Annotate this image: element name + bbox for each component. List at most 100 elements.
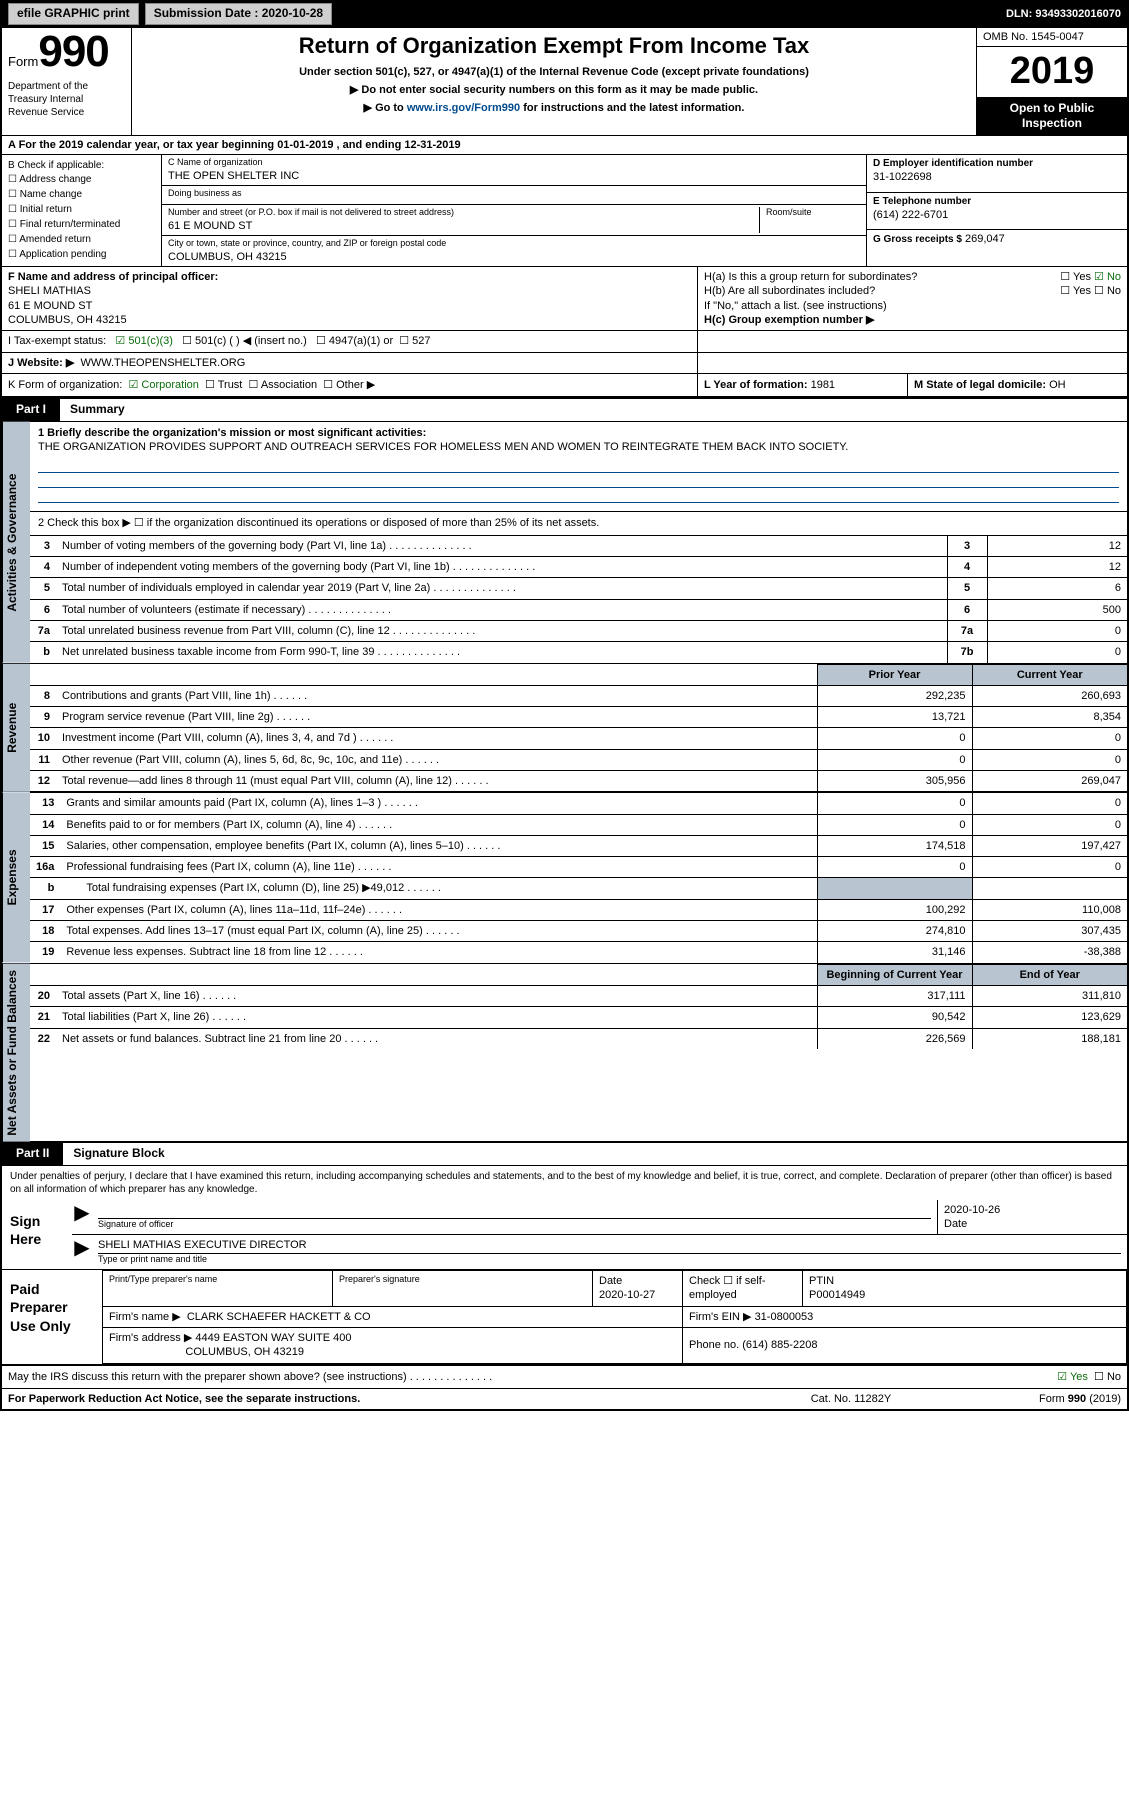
prep-phone-cell: Phone no. (614) 885-2208 — [683, 1328, 1127, 1364]
part-1-tab: Part I — [2, 399, 60, 421]
room-label: Room/suite — [766, 207, 860, 219]
form-body: Form990 Department of the Treasury Inter… — [0, 28, 1129, 1411]
section-b-to-g: B Check if applicable: Address change Na… — [2, 155, 1127, 267]
section-m: M State of legal domicile: OH — [907, 374, 1127, 396]
dba-cell: Doing business as — [162, 186, 866, 205]
goto-pre: Go to — [375, 102, 407, 114]
gross-cell: G Gross receipts $ 269,047 — [867, 230, 1127, 266]
section-net-assets: Net Assets or Fund Balances Beginning of… — [2, 963, 1127, 1142]
table-row: 4Number of independent voting members of… — [30, 557, 1127, 578]
sig-officer-label: Signature of officer — [98, 1219, 931, 1231]
prep-name-label: Print/Type preparer's name — [103, 1271, 333, 1307]
check-final-return[interactable]: Final return/terminated — [8, 217, 155, 232]
col-b-lead: B Check if applicable: — [8, 159, 155, 172]
revenue-table: Prior Year Current Year 8Contributions a… — [30, 664, 1127, 792]
ein-cell: D Employer identification number 31-1022… — [867, 155, 1127, 192]
city-cell: City or town, state or province, country… — [162, 236, 866, 266]
h-b-yes[interactable]: Yes — [1060, 285, 1091, 297]
org-name: THE OPEN SHELTER INC — [168, 169, 860, 183]
table-row: 7aTotal unrelated business revenue from … — [30, 620, 1127, 641]
form-word: Form — [8, 54, 38, 69]
prep-sig-label: Preparer's signature — [333, 1271, 593, 1307]
check-initial-return[interactable]: Initial return — [8, 202, 155, 217]
sig-name: SHELI MATHIAS EXECUTIVE DIRECTOR — [98, 1238, 1121, 1254]
sig-name-label: Type or print name and title — [98, 1254, 1121, 1266]
column-c: C Name of organization THE OPEN SHELTER … — [162, 155, 867, 266]
f-name: SHELI MATHIAS — [8, 284, 691, 298]
section-l: L Year of formation: 1981 — [697, 374, 907, 396]
paid-preparer-label: Paid Preparer Use Only — [2, 1270, 102, 1363]
l1-label: 1 Briefly describe the organization's mi… — [38, 426, 1119, 440]
section-k-l-m: K Form of organization: Corporation Trus… — [2, 374, 1127, 397]
table-row: 8Contributions and grants (Part VIII, li… — [30, 685, 1127, 706]
subtitle: Under section 501(c), 527, or 4947(a)(1)… — [140, 65, 968, 79]
h-c: H(c) Group exemption number ▶ — [704, 313, 1121, 327]
form-990-label: 990 — [38, 32, 108, 72]
i-501c3[interactable]: 501(c)(3) — [115, 335, 173, 347]
check-name-change[interactable]: Name change — [8, 187, 155, 202]
efile-button[interactable]: efile GRAPHIC print — [8, 3, 139, 25]
prep-selfemp-cell: Check ☐ if self-employed — [683, 1271, 803, 1307]
table-row: 21Total liabilities (Part X, line 26)90,… — [30, 1007, 1127, 1028]
discuss-yes[interactable]: Yes — [1057, 1371, 1088, 1383]
gross-label: G Gross receipts $ — [873, 234, 962, 245]
check-amended[interactable]: Amended return — [8, 232, 155, 247]
discuss-question: May the IRS discuss this return with the… — [8, 1371, 492, 1383]
top-bar: efile GRAPHIC print Submission Date : 20… — [0, 0, 1129, 28]
table-row: 10Investment income (Part VIII, column (… — [30, 728, 1127, 749]
table-row: 20Total assets (Part X, line 16)317,1113… — [30, 985, 1127, 1006]
table-row: 3Number of voting members of the governi… — [30, 535, 1127, 556]
i-501c[interactable]: 501(c) ( ) ◀ (insert no.) — [182, 335, 307, 347]
subtitle-2: Do not enter social security numbers on … — [140, 83, 968, 97]
vlabel-netassets: Net Assets or Fund Balances — [2, 964, 30, 1142]
i-527[interactable]: 527 — [399, 335, 430, 347]
table-row: 19Revenue less expenses. Subtract line 1… — [30, 942, 1127, 963]
h-a-no[interactable]: No — [1094, 271, 1121, 283]
table-row: 14Benefits paid to or for members (Part … — [30, 814, 1127, 835]
irs-link[interactable]: www.irs.gov/Form990 — [407, 102, 520, 114]
k-trust[interactable]: Trust — [205, 379, 242, 391]
org-name-label: C Name of organization — [168, 157, 860, 169]
expenses-table: 13Grants and similar amounts paid (Part … — [30, 792, 1127, 962]
header-left: Form990 Department of the Treasury Inter… — [2, 28, 132, 135]
table-row: 5Total number of individuals employed in… — [30, 578, 1127, 599]
h-a-yes[interactable]: Yes — [1060, 271, 1091, 283]
submission-date: Submission Date : 2020-10-28 — [145, 3, 332, 25]
org-name-cell: C Name of organization THE OPEN SHELTER … — [162, 155, 866, 186]
h-c-spacer — [697, 331, 1127, 351]
discuss-row: May the IRS discuss this return with the… — [2, 1366, 1127, 1389]
phone-cell: E Telephone number (614) 222-6701 — [867, 193, 1127, 230]
paid-preparer-block: Paid Preparer Use Only Print/Type prepar… — [2, 1270, 1127, 1365]
dba-label: Doing business as — [168, 188, 860, 200]
prep-addr-cell: Firm's address ▶ 4449 EASTON WAY SUITE 4… — [103, 1328, 683, 1364]
table-row: 13Grants and similar amounts paid (Part … — [30, 793, 1127, 814]
addr-value: 61 E MOUND ST — [168, 219, 753, 233]
check-address-change[interactable]: Address change — [8, 172, 155, 187]
table-row: 6Total number of volunteers (estimate if… — [30, 599, 1127, 620]
section-i: I Tax-exempt status: 501(c)(3) 501(c) ( … — [2, 331, 697, 351]
subtitle-3: Go to www.irs.gov/Form990 for instructio… — [140, 101, 968, 115]
governance-table: 3Number of voting members of the governi… — [30, 535, 1127, 663]
k-label: K Form of organization: — [8, 379, 122, 391]
table-row: bTotal fundraising expenses (Part IX, co… — [30, 878, 1127, 899]
k-corp[interactable]: Corporation — [128, 379, 198, 391]
check-app-pending[interactable]: Application pending — [8, 247, 155, 262]
vlabel-revenue: Revenue — [2, 664, 30, 792]
sig-date-cell: 2020-10-26 Date — [937, 1200, 1127, 1235]
l1-text: THE ORGANIZATION PROVIDES SUPPORT AND OU… — [38, 440, 1119, 454]
ein-label: D Employer identification number — [873, 157, 1121, 170]
discuss-no[interactable]: No — [1094, 1371, 1121, 1383]
k-other[interactable]: Other ▶ — [323, 379, 375, 391]
phone-label: E Telephone number — [873, 195, 1121, 208]
j-right-spacer — [697, 353, 1127, 373]
h-b-no[interactable]: No — [1094, 285, 1121, 297]
addr-label: Number and street (or P.O. box if mail i… — [168, 207, 753, 219]
signature-block: Sign Here ▶ Signature of officer 2020-10… — [2, 1200, 1127, 1270]
table-row: 12Total revenue—add lines 8 through 11 (… — [30, 771, 1127, 792]
k-assoc[interactable]: Association — [249, 379, 318, 391]
na-header-row: Beginning of Current Year End of Year — [30, 964, 1127, 985]
i-4947[interactable]: 4947(a)(1) or — [316, 335, 393, 347]
line-2: 2 Check this box ▶ ☐ if the organization… — [30, 511, 1127, 534]
dln-label: DLN: 93493302016070 — [1006, 7, 1121, 21]
form-number: Form990 — [8, 32, 125, 72]
